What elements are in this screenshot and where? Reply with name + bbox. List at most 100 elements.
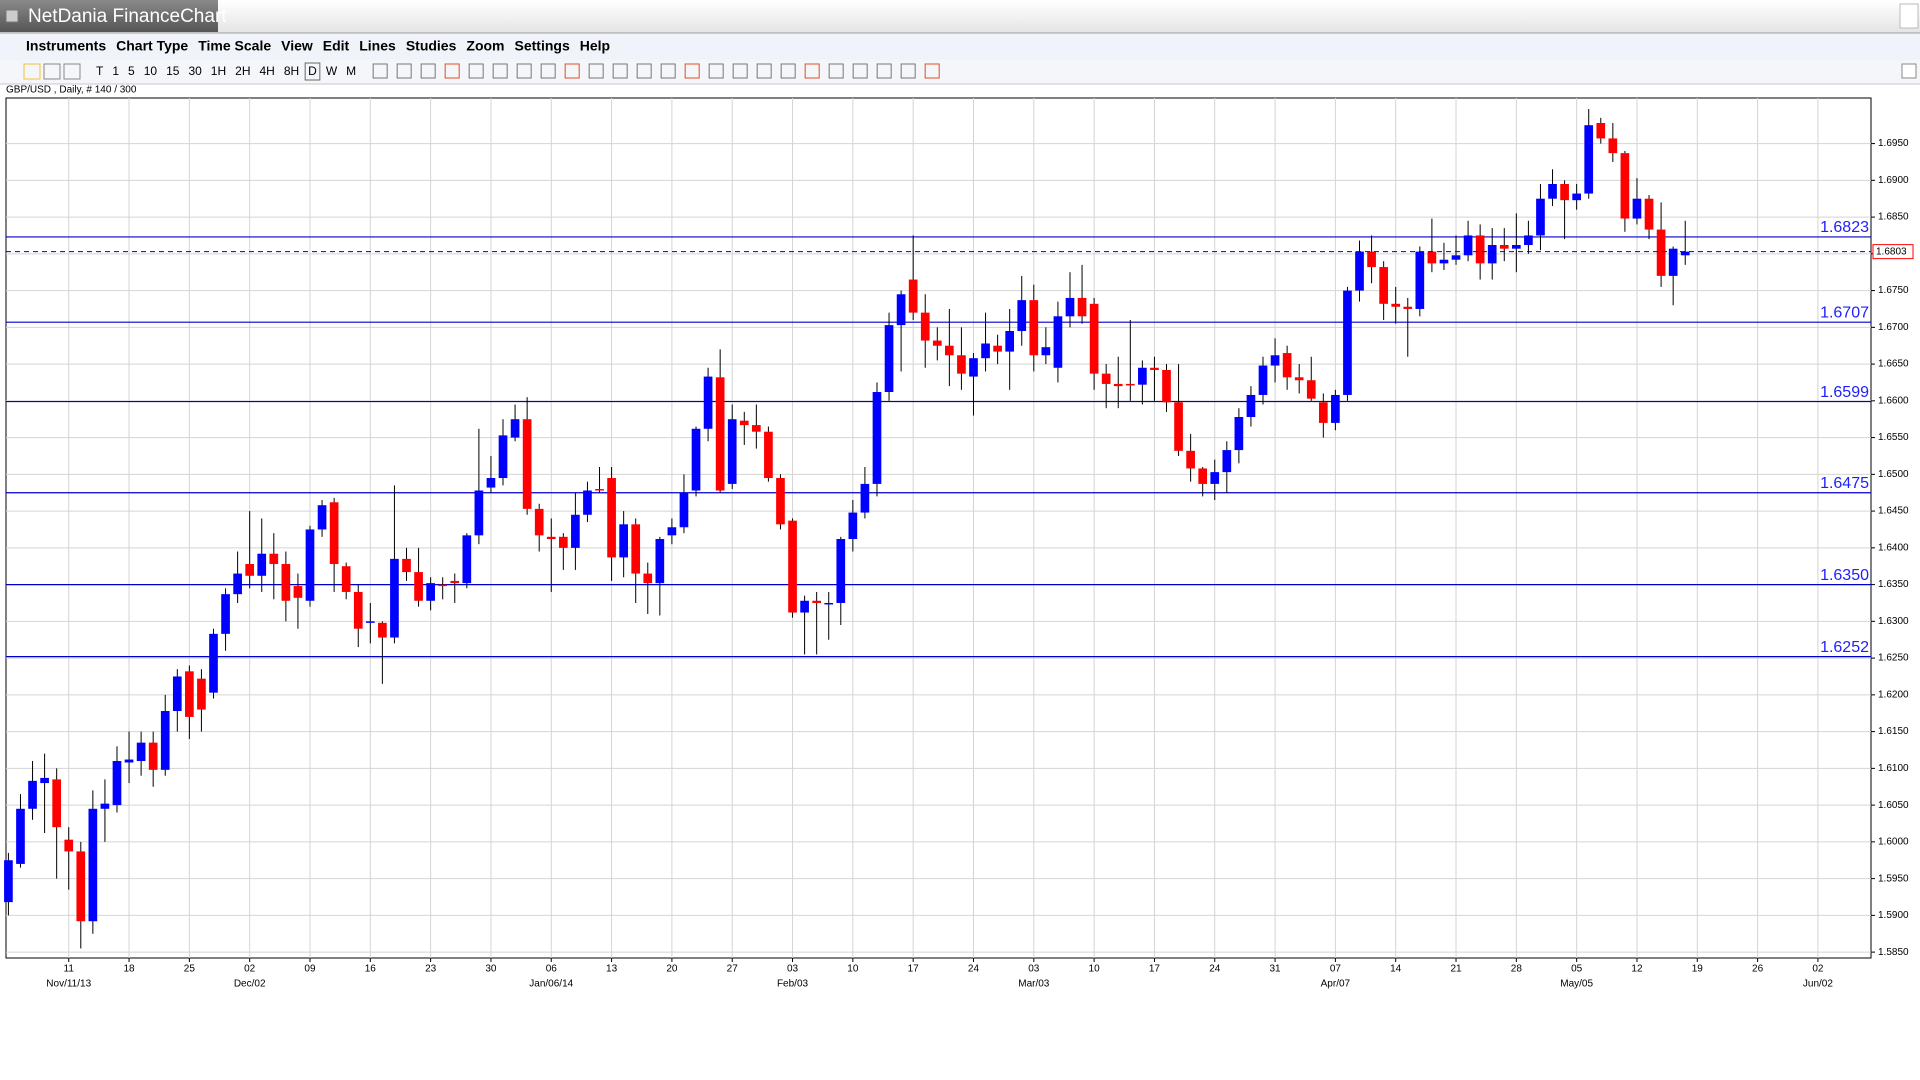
tool-icon[interactable] <box>492 63 508 79</box>
menu-item[interactable]: Studies <box>406 38 457 54</box>
menu-bar <box>0 34 1920 60</box>
tool-icon[interactable] <box>420 63 436 79</box>
plot: 1.5850 1.5900 1.5950 1.6000 1.6050 1.6100 1.61… <box>4 98 1914 990</box>
tool-icon[interactable] <box>43 63 61 80</box>
candle-body <box>281 564 291 601</box>
x-tick-label: 02 <box>244 964 256 975</box>
candle-body <box>1668 248 1678 276</box>
candle-body <box>390 558 399 638</box>
timeframe-button[interactable]: D <box>308 64 317 78</box>
x-tick-label: 19 <box>1692 964 1704 975</box>
candle-body <box>824 602 834 605</box>
menu-item[interactable]: Chart Type <box>116 38 188 54</box>
y-tick-label: 1.6100 <box>1878 763 1909 774</box>
x-tick-label: 27 <box>727 964 739 975</box>
toolbar-corner-button[interactable] <box>1901 63 1917 79</box>
tool-icon[interactable] <box>612 63 628 79</box>
candle-body <box>920 312 930 341</box>
tool-icon[interactable] <box>852 63 868 79</box>
x-major-label: Nov/11/13 <box>46 979 91 990</box>
tool-icon[interactable] <box>444 63 460 79</box>
candle-body <box>534 508 544 536</box>
tool-icon[interactable] <box>23 63 41 80</box>
candle-body <box>160 711 170 770</box>
tool-icon[interactable] <box>708 63 724 79</box>
tool-icon[interactable] <box>63 63 81 80</box>
candle-body <box>1680 251 1690 256</box>
candle-body <box>945 345 954 356</box>
menu-item[interactable]: Edit <box>323 38 350 54</box>
tool-icon[interactable] <box>588 63 604 79</box>
y-tick-label: 1.6200 <box>1878 689 1909 700</box>
x-tick-label: 20 <box>666 964 678 975</box>
tool-icon[interactable] <box>540 63 556 79</box>
candle-body <box>1415 251 1425 309</box>
window-control[interactable] <box>1899 3 1919 29</box>
tool-icon[interactable] <box>636 63 652 79</box>
timeframe-button[interactable]: T <box>96 64 104 78</box>
tool-icon[interactable] <box>372 63 388 79</box>
tool-icon[interactable] <box>780 63 796 79</box>
menu-item[interactable]: Instruments <box>26 38 106 54</box>
candle-body <box>462 535 472 584</box>
timeframe-button[interactable]: 8H <box>284 64 299 78</box>
candle-body <box>1499 245 1509 249</box>
tool-icon[interactable] <box>876 63 892 79</box>
tool-icon[interactable] <box>684 63 700 79</box>
candle-body <box>1222 450 1232 473</box>
tool-icon[interactable] <box>924 63 940 79</box>
tool-icon[interactable] <box>756 63 772 79</box>
timeframe-button[interactable]: 5 <box>128 64 135 78</box>
candle-body <box>1656 229 1666 276</box>
x-tick-label: 17 <box>908 964 920 975</box>
tool-icon[interactable] <box>516 63 532 79</box>
tool-icon[interactable] <box>900 63 916 79</box>
menu: Instruments Chart Type Time Scale View Edit L… <box>26 38 610 54</box>
candle-body <box>124 759 134 763</box>
candle-body <box>1355 251 1364 291</box>
timeframe-button[interactable]: W <box>326 64 338 78</box>
tool-icon[interactable] <box>804 63 820 79</box>
timeframe-button[interactable]: 15 <box>166 64 180 78</box>
tool-icon[interactable] <box>396 63 412 79</box>
tool-icon[interactable] <box>468 63 484 79</box>
y-tick-label: 1.5900 <box>1878 910 1909 921</box>
timeframe-button[interactable]: M <box>346 64 356 78</box>
candle-body <box>1427 251 1437 264</box>
timeframe-button[interactable]: 30 <box>188 64 202 78</box>
menu-item[interactable]: Time Scale <box>198 38 271 54</box>
tool-icon[interactable] <box>828 63 844 79</box>
tool-icon[interactable] <box>564 63 580 79</box>
instrument-label: GBP/USD , Daily, # 140 / 300 <box>6 85 137 96</box>
toolbar-buttons: T 1 5 10 15 30 1H 2H 4H 8H D W M <box>23 62 940 81</box>
candle-body <box>305 529 315 601</box>
timeframe-button[interactable]: 4H <box>259 64 274 78</box>
candle-body <box>1282 353 1292 378</box>
timeframe-button[interactable]: 1H <box>211 64 226 78</box>
candle-body <box>245 564 255 576</box>
menu-item[interactable]: Settings <box>515 38 570 54</box>
menu-item[interactable]: Help <box>580 38 610 54</box>
y-tick-label: 1.6050 <box>1878 800 1909 811</box>
timeframe-button[interactable]: 10 <box>144 64 158 78</box>
candle-body <box>860 483 870 513</box>
x-tick-label: 28 <box>1511 964 1523 975</box>
candle-body <box>1391 303 1401 307</box>
menu-item[interactable]: Lines <box>359 38 396 54</box>
menu-item[interactable]: View <box>281 38 313 54</box>
timeframe-button[interactable]: 1 <box>112 64 119 78</box>
tool-icon[interactable] <box>732 63 748 79</box>
candle-body <box>76 851 86 922</box>
tool-icon[interactable] <box>660 63 676 79</box>
candle-body <box>522 419 532 509</box>
timeframe-button[interactable]: 2H <box>235 64 250 78</box>
candle-body <box>474 490 484 536</box>
candle-body <box>1572 193 1581 201</box>
candle-body <box>221 594 230 634</box>
menu-item[interactable]: Zoom <box>466 38 504 54</box>
x-tick-label: 13 <box>606 964 618 975</box>
candle-body <box>993 345 1002 352</box>
candle-body <box>691 428 701 491</box>
x-tick-label: 11 <box>64 964 75 975</box>
x-tick-label: 10 <box>847 964 859 975</box>
